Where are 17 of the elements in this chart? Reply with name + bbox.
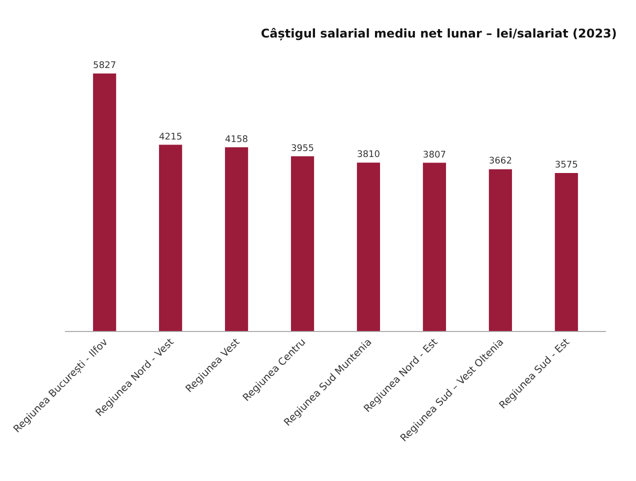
chart-title: Câștigul salarial mediu net lunar – lei/salariat (2023)	[260, 26, 617, 40]
data-label: 3662	[488, 156, 512, 167]
data-label: 4158	[224, 134, 248, 145]
bar	[422, 162, 446, 331]
data-label: 3575	[554, 160, 578, 171]
bar	[356, 162, 380, 331]
data-label: 4215	[159, 132, 182, 142]
data-label: 3810	[356, 150, 380, 160]
data-label: 3955	[290, 144, 314, 154]
bar	[159, 144, 182, 331]
bar	[93, 74, 116, 331]
bar	[290, 156, 314, 331]
data-label: 3807	[422, 150, 446, 160]
data-label: 5827	[93, 61, 116, 72]
bar	[488, 169, 512, 331]
bar	[224, 147, 248, 331]
bar	[554, 173, 578, 331]
